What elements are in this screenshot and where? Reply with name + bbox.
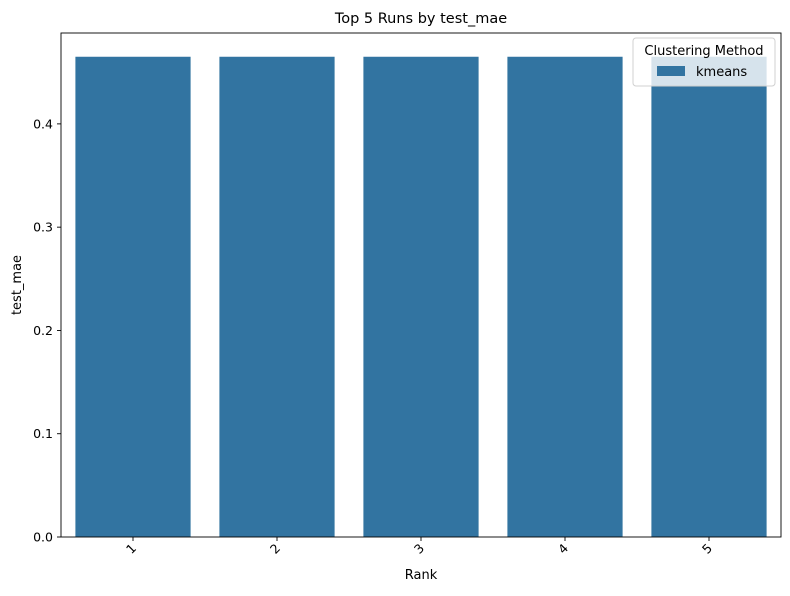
x-tick-label: 3: [411, 541, 427, 557]
bars-layer: [75, 56, 767, 537]
bar-rank-2: [219, 56, 335, 537]
x-tick-label: 4: [555, 540, 571, 556]
x-tick-label: 1: [123, 541, 139, 557]
legend-label-kmeans: kmeans: [696, 65, 747, 80]
y-tick-label: 0.0: [33, 530, 53, 545]
x-tick-label: 2: [267, 541, 283, 557]
bar-rank-3: [363, 56, 479, 537]
plot-frame: [60, 32, 782, 538]
legend-swatch-kmeans: [657, 66, 685, 76]
y-tick-label: 0.1: [33, 426, 53, 441]
y-tick-label: 0.4: [33, 116, 53, 131]
bar-rank-1: [75, 56, 191, 537]
bar-rank-5: [651, 56, 767, 537]
x-axis-label: Rank: [405, 568, 438, 583]
chart-title: Top 5 Runs by test_mae: [334, 11, 507, 27]
legend: Clustering Method kmeans: [632, 37, 776, 87]
x-axis: 1 2 3 4 5: [123, 537, 715, 557]
y-tick-label: 0.3: [33, 220, 53, 235]
y-axis: 0.0 0.1 0.2 0.3 0.4: [33, 116, 61, 545]
x-tick-label: 5: [699, 541, 715, 557]
bar-rank-4: [507, 56, 623, 537]
legend-title: Clustering Method: [644, 44, 763, 59]
y-tick-label: 0.2: [33, 323, 53, 338]
y-axis-label: test_mae: [10, 255, 25, 315]
